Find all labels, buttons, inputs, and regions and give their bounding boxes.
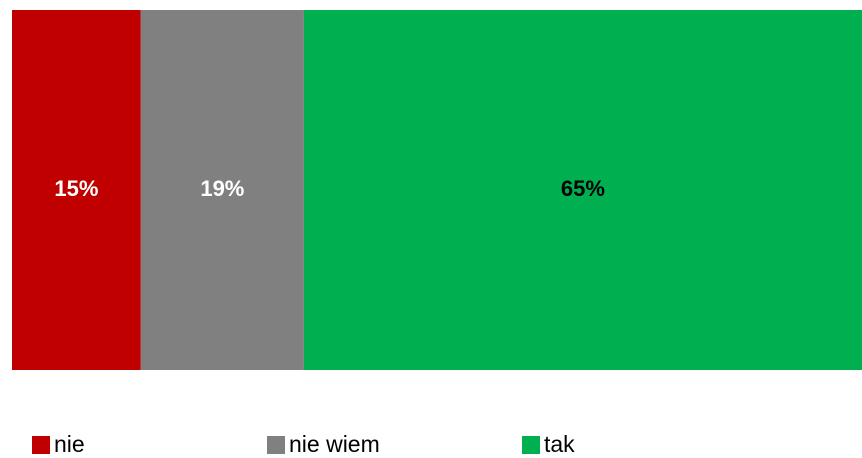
bar-segment — [303, 10, 862, 370]
legend-label: tak — [544, 431, 575, 457]
legend-swatch — [522, 436, 540, 454]
legend-label: nie wiem — [289, 431, 380, 457]
data-label: 19% — [200, 176, 244, 201]
legend-swatch — [32, 436, 50, 454]
data-label: 15% — [54, 176, 98, 201]
bar-segment — [140, 10, 304, 370]
legend-swatch — [267, 436, 285, 454]
data-label: 65% — [561, 176, 605, 201]
bar-segment — [12, 10, 141, 370]
legend-label: nie — [54, 431, 85, 457]
